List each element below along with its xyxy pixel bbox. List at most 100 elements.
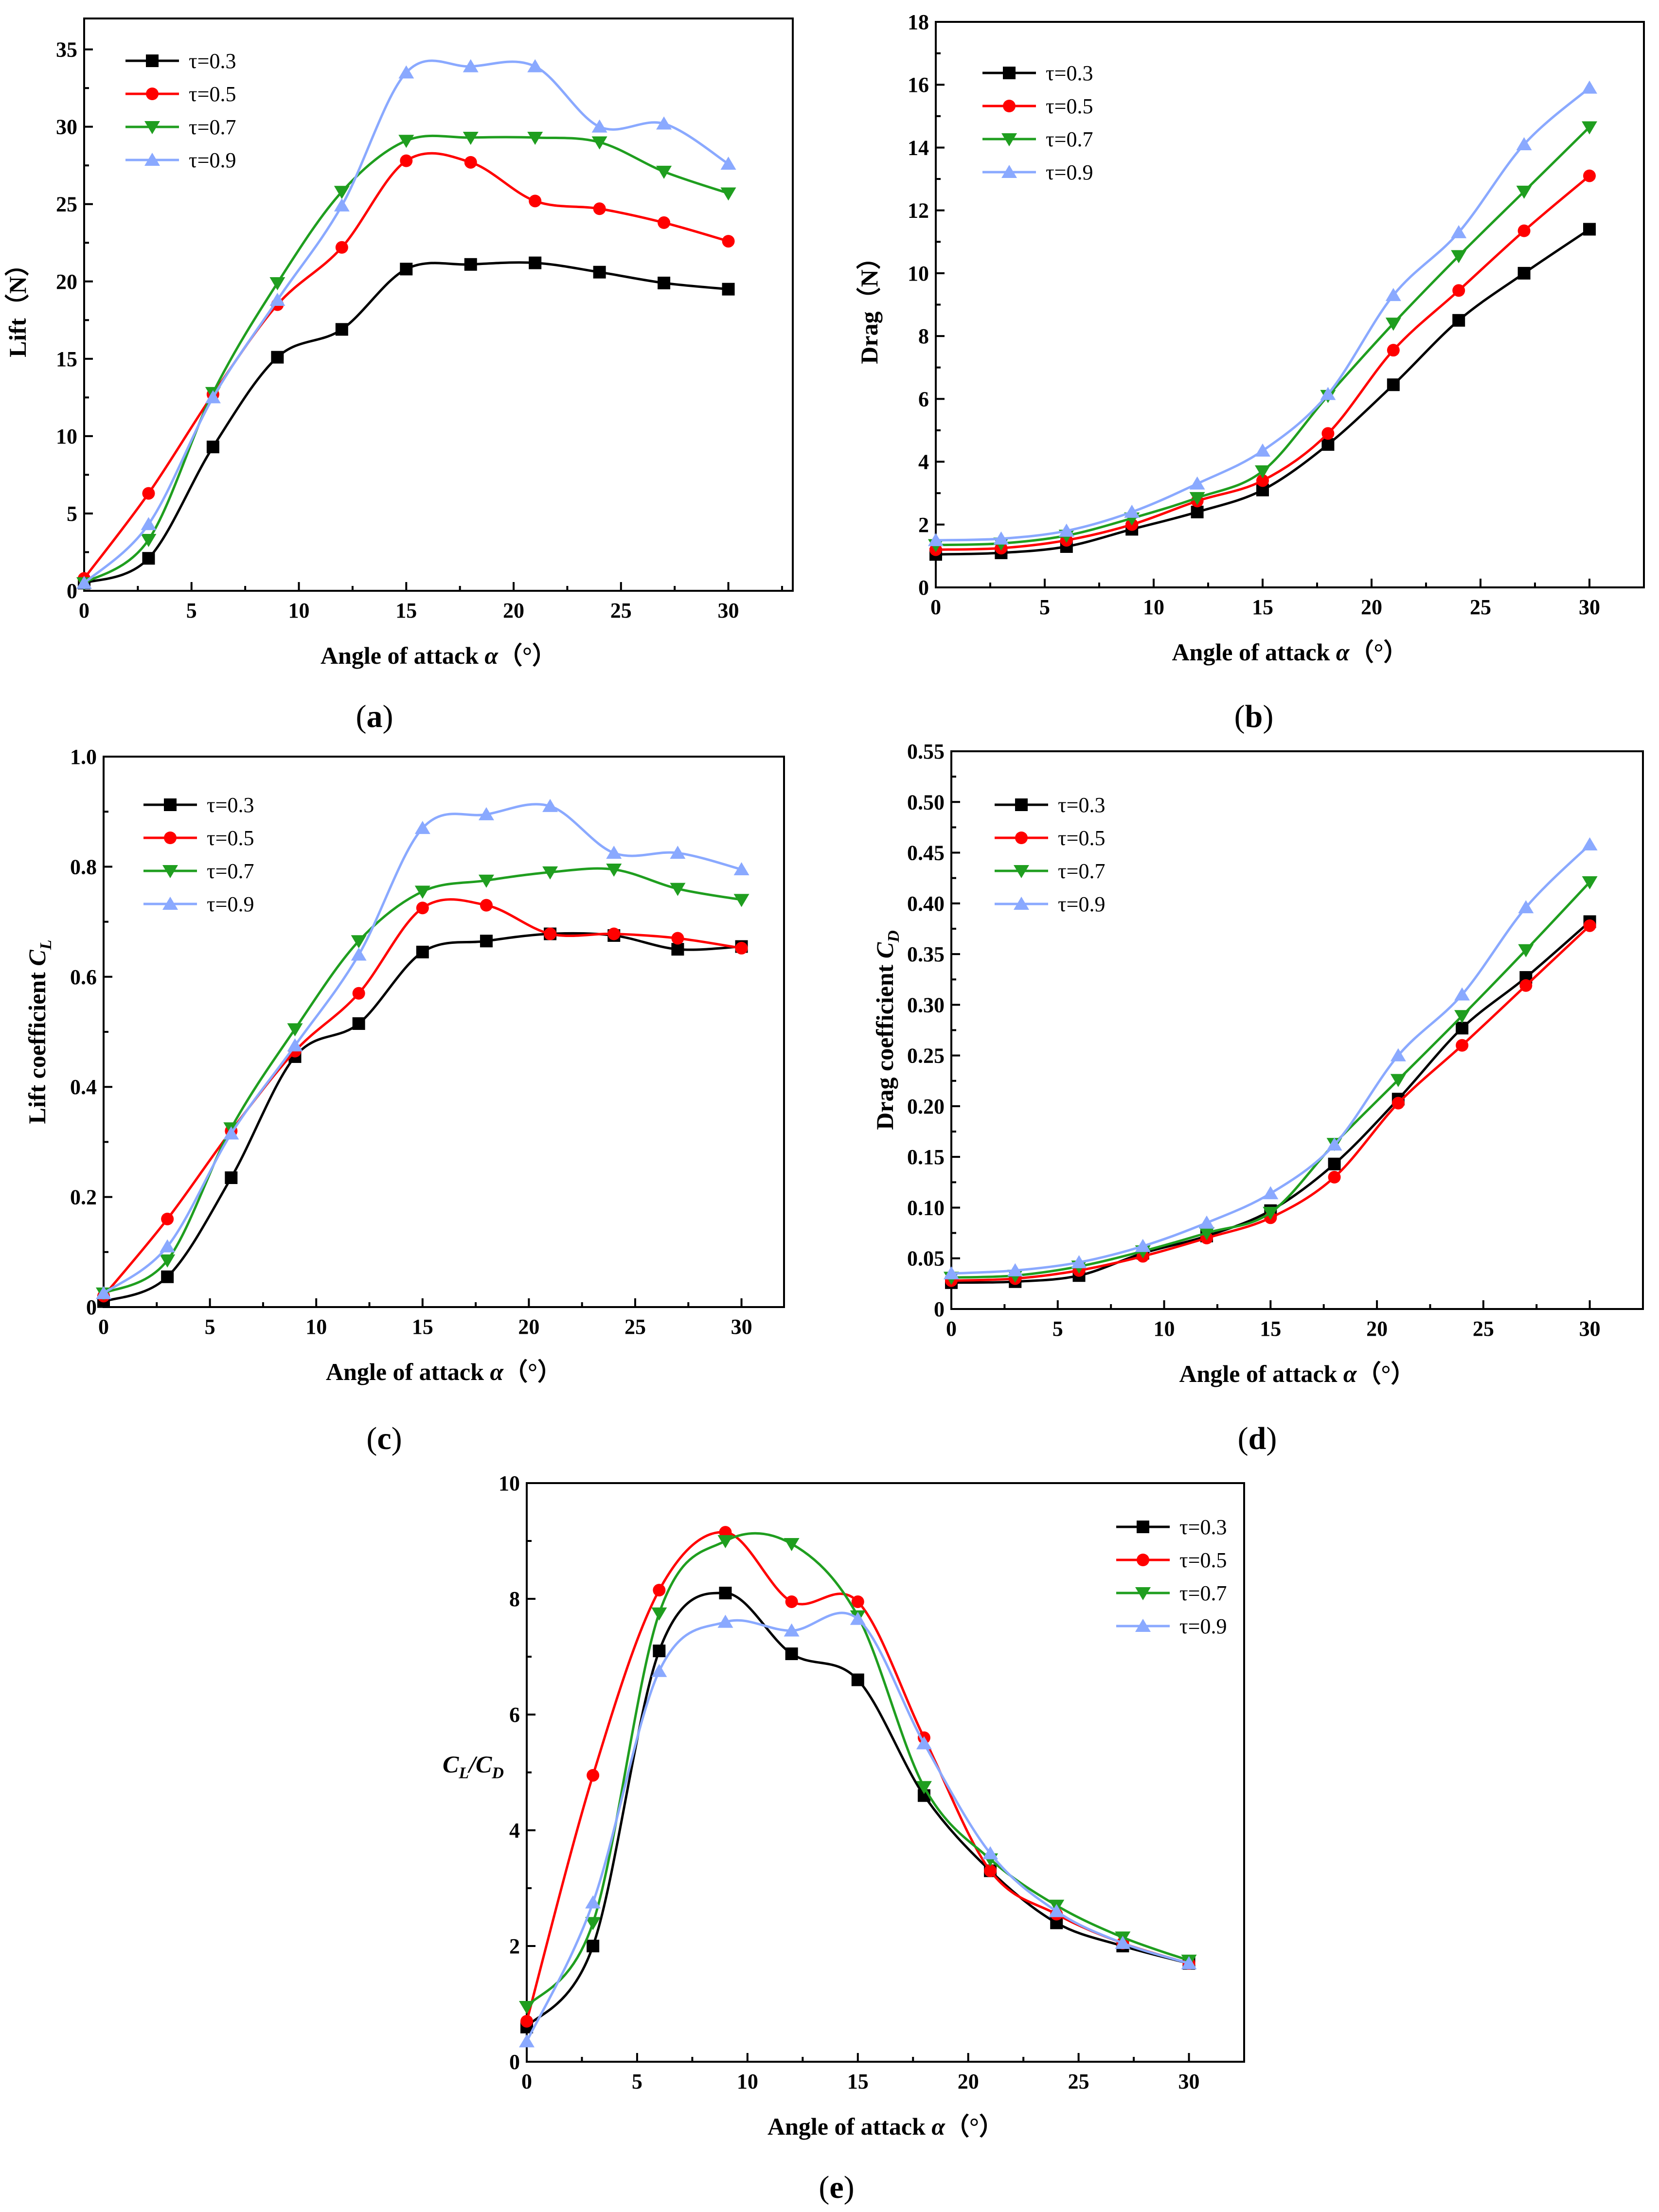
series-1: [97, 927, 748, 1308]
data-point: [141, 517, 157, 531]
y-tick-label: 2: [509, 1934, 520, 1958]
data-point: [671, 943, 684, 956]
y-tick-label: 0.10: [907, 1196, 945, 1220]
panel-label: (a): [356, 699, 393, 734]
data-point: [717, 1535, 733, 1548]
data-point: [1582, 80, 1597, 94]
legend-marker: [144, 121, 160, 134]
legend-marker: [1137, 1554, 1149, 1566]
y-axis-title: Drag（N）: [856, 245, 883, 364]
data-point: [1135, 1239, 1151, 1252]
data-point: [720, 187, 736, 201]
data-point: [1517, 224, 1531, 237]
data-point: [593, 265, 606, 279]
x-tick-label: 20: [958, 2070, 979, 2093]
x-tick-label: 25: [610, 599, 632, 622]
data-point: [1582, 121, 1597, 135]
data-point: [982, 1846, 999, 1859]
y-tick-label: 10: [499, 1471, 520, 1495]
legend-label: τ=0.3: [189, 49, 236, 73]
chart-panel-2: 0 5 10 15 20 25 30 0 2 4 6 8 10 12 14 16 18 Angle of atta…: [856, 10, 1645, 734]
legend-entry: τ=0.7: [995, 859, 1106, 883]
data-point: [1189, 492, 1205, 505]
data-point: [670, 883, 686, 896]
data-point: [928, 533, 944, 547]
legend-entry: τ=0.7: [1116, 1581, 1227, 1605]
legend-label: τ=0.5: [1179, 1548, 1227, 1572]
series-2: [520, 1526, 1195, 2028]
data-point: [352, 987, 365, 1000]
x-tick-label: 10: [737, 2070, 758, 2093]
data-point: [1456, 1039, 1469, 1052]
data-point: [671, 932, 684, 945]
x-tick-label: 10: [288, 599, 310, 622]
data-point: [1387, 344, 1400, 357]
series-1: [520, 1587, 1195, 2034]
legend-marker: [1137, 1521, 1149, 1533]
legend-entry: τ=0.3: [125, 49, 236, 73]
data-point: [463, 59, 479, 72]
data-point: [785, 1647, 798, 1661]
data-point: [269, 277, 285, 290]
x-tick-label: 0: [79, 599, 89, 622]
y-tick-label: 15: [56, 347, 77, 371]
data-point: [656, 116, 672, 130]
data-point: [651, 1663, 667, 1677]
legend-entry: τ=0.3: [995, 793, 1106, 817]
legend-label: τ=0.9: [189, 148, 236, 172]
series-line: [950, 881, 1591, 1279]
data-point: [287, 1023, 303, 1037]
y-tick-label: 0.8: [70, 855, 97, 879]
chart-panel-4: 0 5 10 15 20 25 30 0 0.05 0.10 0.15 0.20 0.25 0.30 0.3…: [871, 740, 1644, 1456]
legend-label: τ=0.3: [1046, 61, 1093, 85]
x-tick-label: 15: [1260, 1317, 1281, 1341]
data-point: [735, 941, 748, 955]
y-axis-title: CL/CD: [443, 1751, 504, 1782]
data-point: [542, 866, 558, 880]
data-point: [851, 1595, 864, 1608]
data-point: [1391, 1097, 1405, 1110]
data-point: [400, 263, 413, 276]
data-point: [653, 1584, 666, 1597]
series-2: [78, 152, 735, 585]
legend-marker: [1001, 165, 1017, 178]
x-tick-label: 5: [186, 599, 197, 622]
data-point: [529, 256, 542, 269]
legend-marker: [164, 832, 177, 844]
y-tick-label: 0.20: [907, 1095, 945, 1118]
legend-entry: τ=0.7: [125, 115, 236, 139]
series-line: [950, 924, 1591, 1282]
legend-label: τ=0.5: [1046, 94, 1093, 118]
legend-label: τ=0.7: [207, 859, 254, 883]
x-tick-label: 25: [1068, 2070, 1089, 2093]
data-point: [591, 119, 607, 133]
data-point: [335, 323, 348, 336]
y-tick-label: 20: [56, 270, 77, 294]
x-tick-label: 30: [1579, 1317, 1601, 1341]
data-point: [651, 1607, 667, 1621]
data-point: [722, 235, 735, 248]
legend-marker: [1015, 832, 1028, 844]
data-point: [653, 1645, 666, 1658]
y-tick-label: 0.2: [70, 1186, 97, 1209]
data-point: [205, 390, 221, 404]
panel-label: (d): [1238, 1421, 1277, 1456]
data-point: [1115, 1936, 1131, 1949]
data-point: [720, 157, 736, 170]
data-point: [658, 276, 671, 289]
data-point: [1255, 443, 1270, 457]
data-point: [478, 874, 494, 888]
data-point: [1320, 387, 1336, 400]
data-point: [271, 351, 284, 364]
y-tick-label: 0.55: [907, 740, 945, 763]
data-point: [1321, 427, 1335, 440]
legend-entry: τ=0.9: [125, 148, 236, 172]
data-point: [1181, 1956, 1197, 1969]
data-point: [206, 441, 219, 454]
series-line: [934, 87, 1591, 542]
data-point: [480, 935, 493, 948]
x-tick-label: 0: [98, 1315, 109, 1339]
y-tick-label: 0: [67, 579, 77, 603]
legend-marker: [1135, 1587, 1151, 1600]
